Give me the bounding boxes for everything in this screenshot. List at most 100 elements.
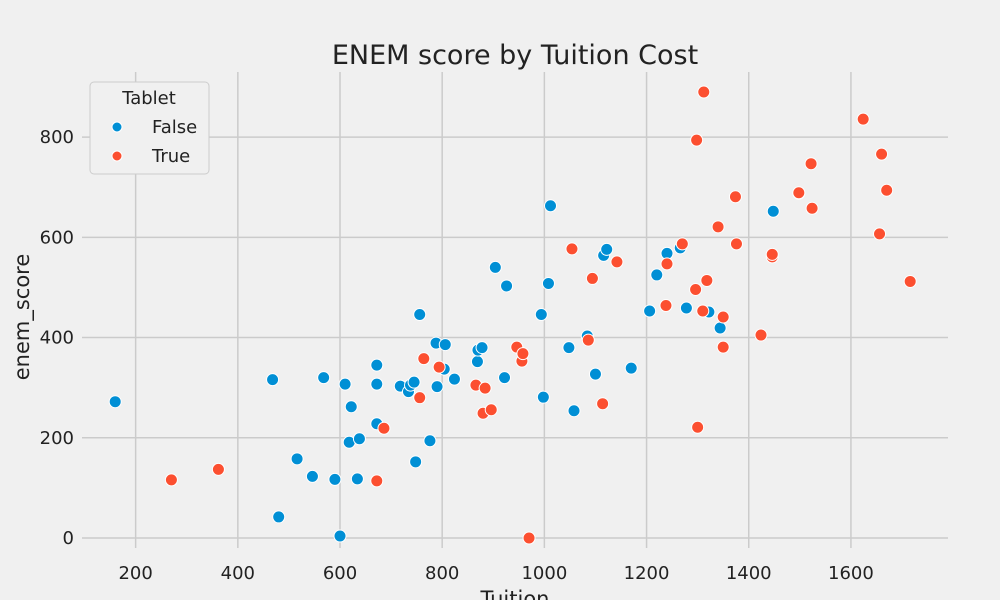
tick-labels: 200 400 600 800 1000 1200 1400 1600 0 200 400 600 80… xyxy=(40,127,874,584)
data-point-false xyxy=(430,380,444,394)
data-point-false xyxy=(588,367,602,381)
chart-title: ENEM score by Tuition Cost xyxy=(332,40,698,71)
data-point-false xyxy=(108,395,122,409)
data-point-true xyxy=(522,531,536,545)
data-point-true xyxy=(689,282,703,296)
data-point-true xyxy=(792,186,806,200)
data-point-false xyxy=(409,455,423,469)
y-axis-title: enem_score xyxy=(10,254,35,381)
legend-label-true: True xyxy=(151,146,190,167)
data-point-true xyxy=(696,304,710,318)
data-point-true xyxy=(875,147,889,161)
data-point-true xyxy=(729,237,743,251)
data-point-false xyxy=(600,242,614,256)
legend-title: Tablet xyxy=(121,88,176,109)
data-point-true xyxy=(765,247,779,261)
data-point-false xyxy=(536,390,550,404)
data-point-false xyxy=(266,373,280,387)
data-point-false xyxy=(370,358,384,372)
data-point-true xyxy=(610,255,624,269)
x-tick-label: 400 xyxy=(221,563,255,584)
data-point-true xyxy=(805,201,819,215)
data-point-true xyxy=(516,347,530,361)
x-tick-label: 1200 xyxy=(624,563,670,584)
data-point-false xyxy=(272,510,286,524)
data-point-true xyxy=(711,220,725,234)
data-point-true xyxy=(873,227,887,241)
data-point-true xyxy=(880,183,894,197)
data-point-false xyxy=(624,361,638,375)
data-point-true xyxy=(856,112,870,126)
data-points xyxy=(108,85,917,545)
data-point-true xyxy=(211,462,225,476)
data-point-true xyxy=(164,473,178,487)
data-point-false xyxy=(470,355,484,369)
data-point-true xyxy=(413,391,427,405)
data-point-true xyxy=(581,333,595,347)
data-point-false xyxy=(350,472,364,486)
data-point-false xyxy=(328,472,342,486)
y-tick-label: 600 xyxy=(40,227,74,248)
x-tick-label: 200 xyxy=(118,563,152,584)
data-point-true xyxy=(690,133,704,147)
data-point-true xyxy=(377,421,391,435)
data-point-true xyxy=(675,237,689,251)
data-point-false xyxy=(423,434,437,448)
data-point-false xyxy=(317,371,331,385)
legend-marker-false xyxy=(111,121,123,133)
legend: Tablet False True xyxy=(89,81,210,175)
data-point-true xyxy=(691,420,705,434)
legend-label-false: False xyxy=(152,117,197,138)
y-tick-label: 400 xyxy=(40,328,74,349)
data-point-false xyxy=(650,268,664,282)
x-tick-label: 600 xyxy=(323,563,357,584)
data-point-true xyxy=(585,271,599,285)
data-point-false xyxy=(447,372,461,386)
x-tick-label: 1400 xyxy=(726,563,772,584)
data-point-true xyxy=(804,157,818,171)
data-point-false xyxy=(544,199,558,213)
x-axis-title: Tuition xyxy=(479,587,549,600)
data-point-false xyxy=(713,321,727,335)
data-point-false xyxy=(766,204,780,218)
grid-lines xyxy=(82,72,948,548)
x-tick-label: 1600 xyxy=(828,563,874,584)
data-point-true xyxy=(754,328,768,342)
data-point-false xyxy=(438,338,452,352)
y-tick-label: 0 xyxy=(63,528,74,549)
data-point-true xyxy=(596,397,610,411)
data-point-false xyxy=(567,404,581,418)
data-point-false xyxy=(338,377,352,391)
data-point-true xyxy=(697,85,711,99)
data-point-true xyxy=(728,190,742,204)
data-point-false xyxy=(475,341,489,355)
data-point-false xyxy=(500,279,514,293)
data-point-false xyxy=(541,276,555,290)
data-point-true xyxy=(659,298,673,312)
data-point-true xyxy=(432,360,446,374)
data-point-true xyxy=(370,474,384,488)
data-point-true xyxy=(484,403,498,417)
legend-marker-true xyxy=(111,150,123,162)
data-point-true xyxy=(700,273,714,287)
data-point-false xyxy=(643,304,657,318)
data-point-true xyxy=(660,257,674,271)
data-point-true xyxy=(903,274,917,288)
data-point-false xyxy=(534,308,548,322)
y-tick-label: 200 xyxy=(40,428,74,449)
x-tick-label: 800 xyxy=(425,563,459,584)
data-point-false xyxy=(344,400,358,414)
data-point-false xyxy=(290,452,304,466)
data-point-true xyxy=(565,242,579,256)
data-point-true xyxy=(716,310,730,324)
data-point-false xyxy=(562,341,576,355)
data-point-true xyxy=(478,381,492,395)
data-point-false xyxy=(370,377,384,391)
y-tick-label: 800 xyxy=(40,127,74,148)
data-point-false xyxy=(679,301,693,315)
data-point-false xyxy=(413,308,427,322)
data-point-false xyxy=(352,432,366,446)
data-point-false xyxy=(305,469,319,483)
data-point-false xyxy=(488,260,502,274)
data-point-false xyxy=(333,529,347,543)
